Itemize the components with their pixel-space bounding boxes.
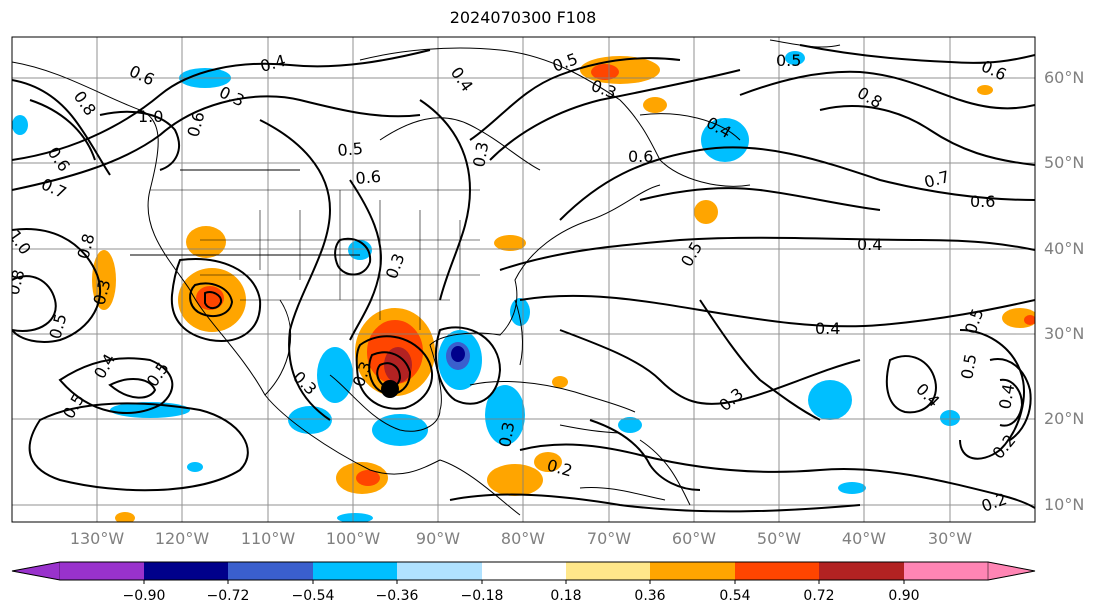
lon-label: 130°W xyxy=(69,529,125,548)
contour-label: 0.5 xyxy=(776,51,801,70)
lon-label: 70°W xyxy=(586,529,632,548)
lon-label: 50°W xyxy=(756,529,802,548)
colorbar-ticks xyxy=(143,580,905,584)
colorbar-tick-label: −0.36 xyxy=(375,588,419,604)
colorbar-bin xyxy=(819,562,904,580)
lat-label: 50°N xyxy=(1044,153,1085,172)
lat-label: 10°N xyxy=(1044,495,1085,514)
storm-center-marker xyxy=(381,380,399,398)
map-title: 2024070300 F108 xyxy=(449,8,597,27)
colorbar-tick-label: −0.72 xyxy=(206,588,250,604)
lat-label: 30°N xyxy=(1044,324,1085,343)
contour-label: 0.5 xyxy=(957,352,980,380)
lon-label: 60°W xyxy=(671,529,717,548)
colorbar-bin xyxy=(482,562,566,580)
lon-label: 40°W xyxy=(841,529,887,548)
colorbar-tick-label: −0.90 xyxy=(122,588,166,604)
colorbar-tick-label: −0.18 xyxy=(460,588,504,604)
contour-label: 0.4 xyxy=(857,235,882,254)
colorbar-low-extension xyxy=(11,561,61,581)
colorbar xyxy=(11,561,1036,584)
lon-label: 110°W xyxy=(240,529,296,548)
colorbar-bin xyxy=(904,562,988,580)
colorbar-tick-label: 0.90 xyxy=(888,588,920,604)
colorbar-tick-label: −0.54 xyxy=(291,588,335,604)
lon-label: 80°W xyxy=(500,529,546,548)
lat-label: 40°N xyxy=(1044,239,1085,258)
colorbar-tick-label: 0.72 xyxy=(803,588,835,604)
contour-label: 0.3 xyxy=(495,420,518,448)
colorbar-bin xyxy=(313,562,397,580)
colorbar-bin xyxy=(397,562,482,580)
colorbar-bin xyxy=(228,562,313,580)
map-frame xyxy=(11,36,1036,523)
contour-label: 0.6 xyxy=(355,167,382,188)
contour-label: 0.4 xyxy=(815,319,840,338)
contour-label: 0.3 xyxy=(469,140,492,168)
colorbar-bin xyxy=(566,562,650,580)
colorbar-tick-label: 0.36 xyxy=(634,588,666,604)
contour-label: 1.0 xyxy=(138,107,163,126)
lon-label: 90°W xyxy=(415,529,461,548)
colorbar-tick-label: 0.18 xyxy=(550,588,582,604)
colorbar-tick-label: 0.54 xyxy=(719,588,751,604)
colorbar-bin xyxy=(60,562,144,580)
contour-labels: 0.4 0.6 0.3 0.8 0.6 1.0 0.7 1.0 0.8 0.8 … xyxy=(12,49,1019,516)
contour-label: 0.6 xyxy=(628,147,653,166)
lat-label: 60°N xyxy=(1044,68,1085,87)
contour-label: 0.6 xyxy=(970,192,995,211)
contour-label: 0.5 xyxy=(337,139,364,160)
lon-label: 120°W xyxy=(154,529,210,548)
colorbar-bin xyxy=(735,562,819,580)
colorbar-bin xyxy=(650,562,735,580)
lon-label: 100°W xyxy=(325,529,381,548)
colorbar-high-extension xyxy=(987,561,1036,581)
colorbar-outline xyxy=(11,561,1036,581)
lat-label: 20°N xyxy=(1044,409,1085,428)
lon-label: 30°W xyxy=(927,529,973,548)
colorbar-bin xyxy=(144,562,228,580)
contour-lines xyxy=(12,44,1035,513)
contour-label: 0.4 xyxy=(995,382,1018,410)
